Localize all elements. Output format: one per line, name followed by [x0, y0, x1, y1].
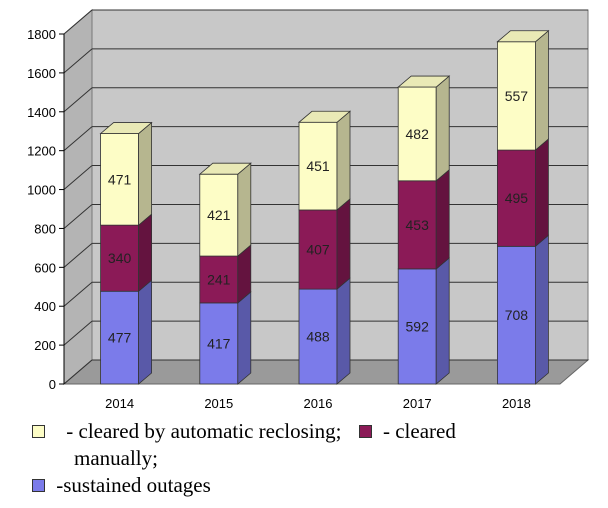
x-tick-label-2016: 2016	[304, 396, 333, 411]
data-label-manual-2018: 495	[505, 190, 529, 206]
bar-top-2018	[496, 30, 550, 43]
gridline-side	[63, 359, 93, 385]
bar-side-sustained-2018	[535, 234, 549, 385]
data-label-auto-2017: 482	[406, 126, 430, 142]
y-tick-label: 600	[34, 260, 56, 275]
bar-side-manual-2014	[138, 213, 153, 293]
bar-side-manual-2018	[535, 138, 549, 248]
bar-top-2014	[99, 122, 153, 134]
bar-manual-2018	[496, 149, 536, 247]
legend-sustained-text: -sustained outages	[56, 473, 211, 497]
gridline-side	[63, 126, 93, 152]
bar-side-manual-2016	[336, 198, 351, 290]
bar-side-auto-2017	[435, 75, 450, 182]
data-label-manual-2016: 407	[306, 242, 330, 258]
bars	[99, 29, 550, 385]
data-label-sustained-2015: 417	[207, 335, 231, 351]
x-tick-label-2014: 2014	[105, 396, 134, 411]
bar-top-2015	[198, 162, 252, 175]
stacked-bar-chart: 0 200 400 600 800 1000 1200 1400 1600 1800 477 340…	[27, 8, 590, 411]
x-tick-label-2018: 2018	[502, 396, 531, 411]
data-label-sustained-2017: 592	[406, 318, 430, 334]
data-label-manual-2014: 340	[108, 250, 132, 266]
bar-manual-2017	[397, 180, 437, 270]
data-label-auto-2018: 557	[505, 88, 529, 104]
bar-sustained-2018	[496, 245, 536, 385]
bar-side-auto-2018	[535, 29, 549, 151]
data-label-auto-2014: 471	[108, 171, 132, 187]
data-label-manual-2015: 241	[207, 271, 231, 287]
bar-side-auto-2015	[237, 162, 252, 257]
legend-row-1: - cleared by automatic reclosing; - clea…	[32, 418, 604, 445]
bar-side-sustained-2015	[237, 291, 252, 385]
y-tick-label: 1600	[27, 66, 56, 81]
gridline-side	[63, 204, 93, 229]
y-tick-label: 1800	[27, 27, 56, 42]
data-label-auto-2016: 451	[306, 158, 330, 174]
bar-manual-2015	[199, 255, 239, 304]
legend-row-2: manually;	[32, 445, 604, 472]
bar-auto-2017	[397, 86, 437, 182]
data-label-sustained-2018: 708	[505, 307, 529, 323]
bar-auto-2014	[100, 133, 139, 226]
y-tick-label: 800	[34, 221, 56, 236]
bar-top-2017	[397, 75, 451, 88]
legend-manual-text-cont: manually;	[74, 446, 158, 470]
bar-side-sustained-2016	[336, 277, 351, 385]
legend-row-3: -sustained outages	[32, 472, 604, 499]
gridline-side	[63, 320, 93, 346]
data-label-sustained-2016: 488	[306, 329, 330, 345]
data-label-sustained-2014: 477	[108, 330, 132, 346]
bar-sustained-2016	[298, 288, 338, 385]
y-tick-label: 400	[34, 299, 56, 314]
y-tick-label: 1000	[27, 183, 56, 198]
legend: - cleared by automatic reclosing; - clea…	[32, 418, 604, 499]
y-tick-label: 200	[34, 338, 56, 353]
bar-side-auto-2014	[138, 121, 153, 227]
bar-auto-2016	[298, 121, 338, 211]
data-label-manual-2017: 453	[406, 217, 430, 233]
y-axis: 0 200 400 600 800 1000 1200 1400 1600 1800	[27, 27, 65, 392]
bar-auto-2018	[496, 41, 536, 151]
bar-side-manual-2017	[435, 168, 450, 270]
gridline-side	[63, 242, 93, 268]
bar-sustained-2014	[100, 290, 139, 385]
legend-manual-text: - cleared	[382, 419, 456, 443]
bar-side-sustained-2014	[138, 279, 153, 385]
legend-swatch-manual	[358, 424, 372, 438]
x-axis: 2014 2015 2016 2017 2018	[105, 396, 531, 411]
legend-swatch-sustained	[32, 478, 45, 492]
bar-manual-2016	[298, 209, 338, 290]
y-tick-label: 0	[49, 377, 56, 392]
y-tick-label: 1200	[27, 144, 56, 159]
bar-auto-2015	[199, 173, 239, 257]
x-tick-label-2015: 2015	[204, 396, 233, 411]
data-labels: 477 340 471 417 241 421 488 407 451 592 453 482 708 4…	[108, 88, 528, 352]
bar-side-auto-2016	[336, 110, 351, 211]
gridline-side	[63, 9, 93, 35]
bar-side-sustained-2017	[435, 257, 450, 385]
data-label-auto-2015: 421	[207, 207, 231, 223]
gridline-side	[63, 281, 93, 307]
legend-auto-text: - cleared by automatic reclosing;	[66, 419, 342, 443]
gridline-side	[63, 87, 93, 113]
legend-swatch-auto	[32, 424, 45, 438]
gridline-side	[63, 48, 93, 74]
gridline-side	[63, 165, 93, 190]
side-wall	[63, 8, 93, 386]
bar-top-2016	[297, 110, 352, 123]
x-tick-label-2017: 2017	[403, 396, 432, 411]
bar-sustained-2015	[199, 302, 239, 385]
y-tick-label: 1400	[27, 105, 56, 120]
